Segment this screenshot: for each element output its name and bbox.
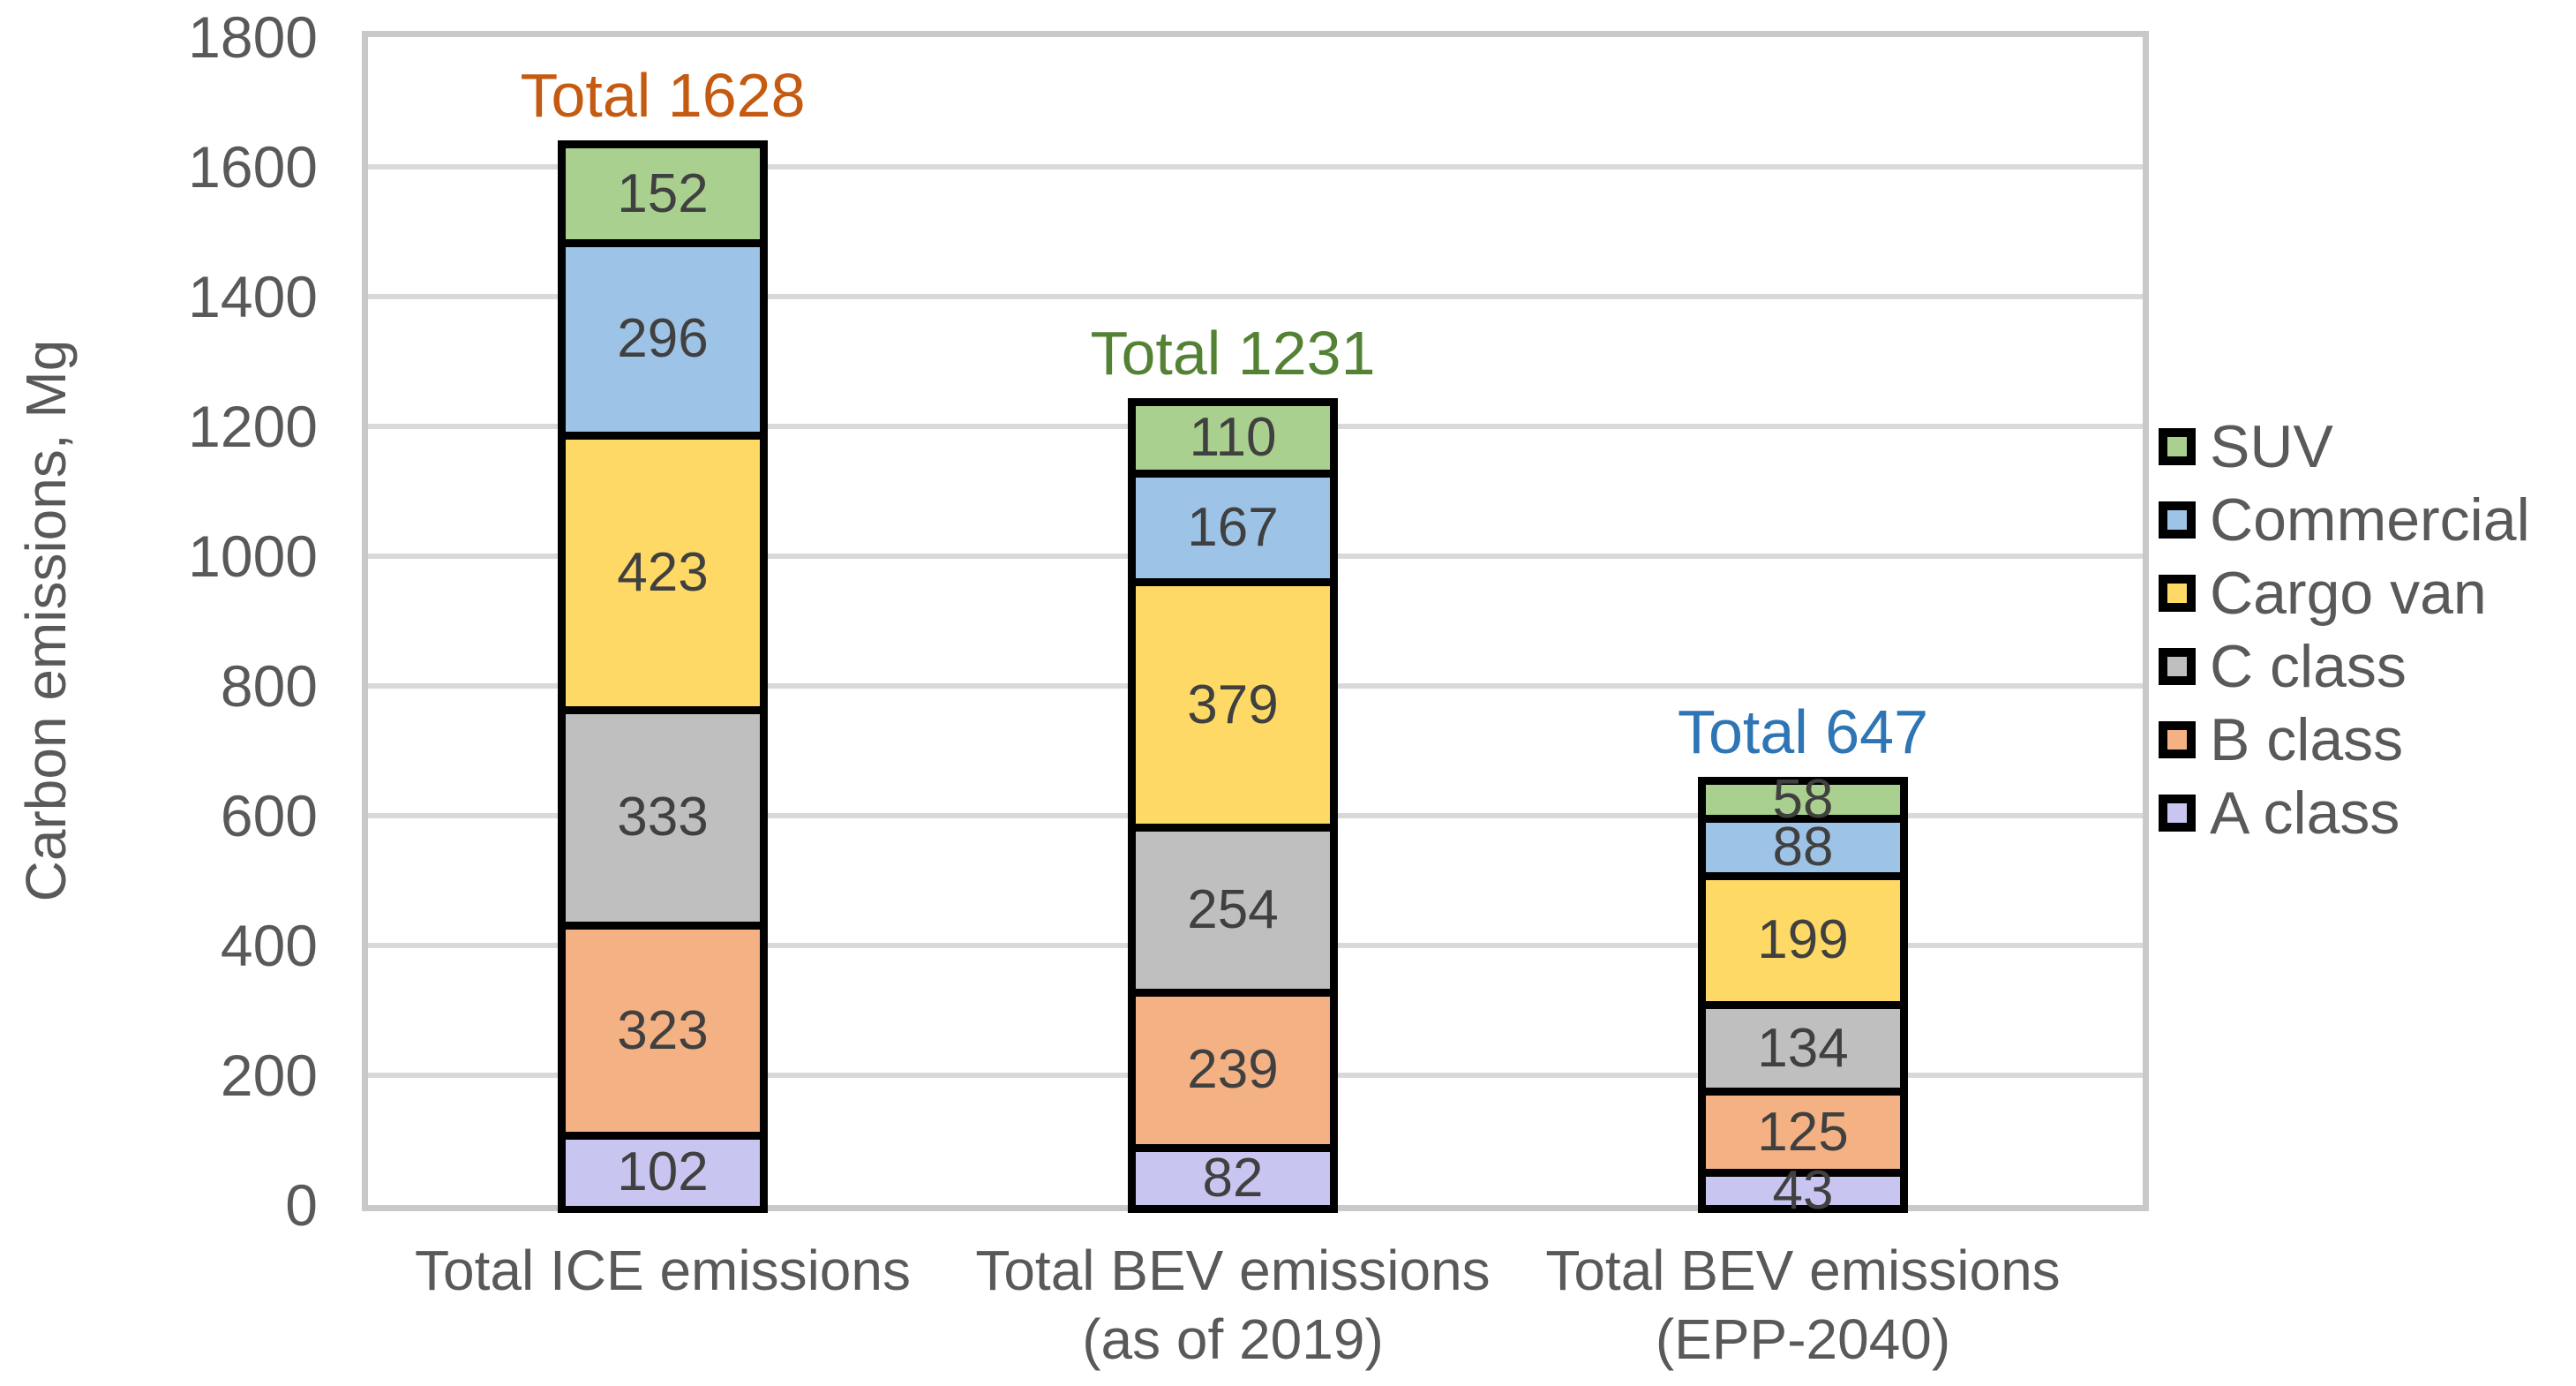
y-axis-tick-label: 800 xyxy=(220,653,318,719)
total-label: Total 647 xyxy=(1494,697,2112,767)
bar-segment: 379 xyxy=(1136,585,1330,832)
total-label: Total 1628 xyxy=(354,61,972,131)
segment-value-label: 254 xyxy=(1187,879,1279,941)
x-category-label: Total BEV emissions (as of 2019) xyxy=(975,1239,1491,1371)
y-axis-tick-label: 600 xyxy=(220,783,318,848)
bar-segment: 82 xyxy=(1136,1147,1330,1209)
bar-segment: 102 xyxy=(566,1139,760,1206)
y-axis-tick-label: 0 xyxy=(285,1172,318,1238)
y-axis-tick-label: 1200 xyxy=(188,394,318,459)
legend: SUV Commercial Cargo van C class B class A cl… xyxy=(2159,410,2530,849)
total-label: Total 1231 xyxy=(924,319,1542,388)
segment-value-label: 102 xyxy=(617,1141,709,1203)
bar-segment: 296 xyxy=(566,247,760,440)
gridline xyxy=(368,164,2143,169)
gridline xyxy=(368,294,2143,299)
segment-value-label: 239 xyxy=(1187,1039,1279,1101)
legend-swatch xyxy=(2159,427,2196,465)
bar: 152 296 423 333 323 102 xyxy=(558,140,768,1213)
bar-segment: 125 xyxy=(1706,1096,1900,1178)
segment-value-label: 134 xyxy=(1757,1017,1849,1079)
bar-segment: 323 xyxy=(566,930,760,1140)
legend-item: C class xyxy=(2159,629,2530,703)
legend-item: SUV xyxy=(2159,410,2530,483)
bar-segment: 199 xyxy=(1706,879,1900,1009)
y-axis-tick-label: 1400 xyxy=(188,264,318,329)
y-axis-tick-label: 1000 xyxy=(188,524,318,589)
legend-label: C class xyxy=(2210,632,2407,700)
segment-value-label: 423 xyxy=(617,541,709,603)
segment-value-label: 379 xyxy=(1187,674,1279,735)
bar-segment: 134 xyxy=(1706,1009,1900,1096)
segment-value-label: 88 xyxy=(1772,816,1834,878)
bar-segment: 152 xyxy=(566,148,760,248)
segment-value-label: 152 xyxy=(617,162,709,224)
x-category-label: Total BEV emissions (EPP-2040) xyxy=(1545,1239,2061,1371)
legend-swatch xyxy=(2159,647,2196,685)
bar-segment: 239 xyxy=(1136,997,1330,1152)
segment-value-label: 199 xyxy=(1757,909,1849,971)
legend-label: A class xyxy=(2210,779,2400,847)
bar-segment: 58 xyxy=(1706,772,1900,827)
y-axis-tick-label: 200 xyxy=(220,1043,318,1108)
legend-item: Cargo van xyxy=(2159,556,2530,629)
segment-value-label: 125 xyxy=(1757,1101,1849,1163)
legend-label: B class xyxy=(2210,705,2404,773)
legend-swatch xyxy=(2159,720,2196,758)
legend-item: A class xyxy=(2159,776,2530,849)
legend-label: SUV xyxy=(2210,412,2333,480)
segment-value-label: 82 xyxy=(1202,1147,1264,1209)
bar-segment: 333 xyxy=(566,713,760,930)
bar: 58 88 199 134 125 43 xyxy=(1698,772,1908,1218)
legend-swatch xyxy=(2159,501,2196,539)
bar-segment: 43 xyxy=(1706,1164,1900,1218)
segment-value-label: 58 xyxy=(1772,769,1834,831)
bar-segment: 167 xyxy=(1136,478,1330,586)
legend-item: Commercial xyxy=(2159,483,2530,556)
segment-value-label: 296 xyxy=(617,308,709,370)
bar: 110 167 379 254 239 82 xyxy=(1128,398,1338,1213)
legend-swatch xyxy=(2159,794,2196,832)
legend-label: Commercial xyxy=(2210,486,2530,554)
segment-value-label: 323 xyxy=(617,999,709,1061)
y-axis-tick-label: 1800 xyxy=(188,4,318,70)
bar-segment: 88 xyxy=(1706,816,1900,880)
y-axis-tick-label: 1600 xyxy=(188,134,318,200)
segment-value-label: 110 xyxy=(1189,407,1277,469)
bar-segment: 110 xyxy=(1136,406,1330,478)
segment-value-label: 43 xyxy=(1772,1160,1834,1222)
segment-value-label: 333 xyxy=(617,787,709,848)
y-axis-tick-label: 400 xyxy=(220,913,318,978)
legend-swatch xyxy=(2159,574,2196,612)
segment-value-label: 167 xyxy=(1187,496,1279,558)
legend-label: Cargo van xyxy=(2210,559,2487,627)
bar-segment: 423 xyxy=(566,439,760,714)
legend-item: B class xyxy=(2159,703,2530,776)
x-category-label: Total ICE emissions xyxy=(415,1239,911,1302)
bar-segment: 254 xyxy=(1136,832,1330,998)
